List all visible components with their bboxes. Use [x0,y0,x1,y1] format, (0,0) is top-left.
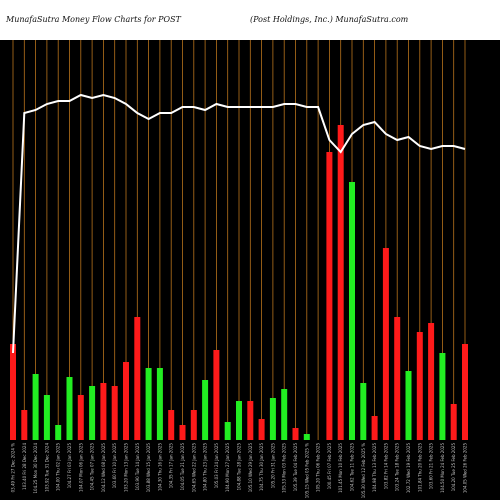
money-flow-bar [21,410,28,440]
price-line [12,93,466,354]
x-tick-label: 105.15 Wed 05 Feb 2025 % [304,443,309,498]
money-flow-bar [89,386,96,440]
x-tick-label: 105.33 Mon 03 Feb 2025 [282,443,287,493]
money-flow-bar [303,434,310,440]
x-tick-label: 103.20 Mon 13 Jan 2025 [124,443,129,492]
x-tick-label: 104.05 Wed 26 Feb 2025 [463,443,468,494]
x-tick-label: 101.84 Thu 20 Feb 2025 [417,443,422,492]
money-flow-bar [360,383,367,440]
money-flow-bar [10,344,16,440]
money-flow-bar [462,344,468,440]
x-tick-label: 103.82 Fri 14 Feb 2025 [383,443,388,490]
money-flow-bar [202,380,209,440]
money-flow-bar [43,395,50,440]
money-flow-bar [100,383,107,440]
money-flow-bar [405,371,412,440]
money-flow-bar [134,317,141,440]
x-tick-label: 104.12 Wed 08 Jan 2025 [101,443,106,493]
x-tick-label: 103.24 Tue 18 Feb 2025 [395,443,400,492]
money-flow-bar [281,389,288,440]
money-flow-bar [145,368,152,440]
money-flow-bar [382,248,389,440]
money-flow-bar [450,404,457,440]
x-tick-label: 103.88 Wed 15 Jan 2025 [146,443,151,493]
money-flow-bar [269,398,276,440]
money-flow-chart: 03.49 Fri 27 Dec 2024 % 103.40 Fri 28 Dec… [10,40,468,498]
x-tick-label: 105.39 Tue 04 Feb 2025 [293,443,298,492]
money-flow-bar [371,416,378,440]
x-tick-label: 03.49 Fri 27 Dec 2024 % [11,443,16,493]
money-flow-bar [168,410,175,440]
x-tick-label: 104.75 Thu 30 Jan 2025 [259,443,264,491]
x-tick-label: 104.20 Tue 25 Feb 2025 [451,443,456,492]
money-flow-bar [190,410,197,440]
x-tick-label: 104.05 Tue 21 Jan 2025 [180,443,185,491]
money-flow-bar [416,332,423,440]
x-tick-label: 105.30 Wed 12 Feb 2025 % [361,443,366,498]
x-tick-label: 105.20 Fri 31 Jan 2025 [270,443,275,489]
money-flow-bar [179,425,186,440]
money-flow-bar [156,368,163,440]
money-flow-bar [32,374,39,440]
x-tick-label: 105.10 Wed 29 Jan 2025 [248,443,253,493]
money-flow-bar [66,377,73,440]
x-tick-label: 104.88 Tue 28 Jan 2025 [237,443,242,491]
money-flow-bar [326,152,333,440]
x-tick-label: 104.65 Wed 22 Jan 2025 [191,443,196,493]
x-tick-label: 104.80 Thu 23 Jan 2025 [203,443,208,491]
x-tick-label: 103.92 Tue 31 Dec 2024 [44,443,49,492]
money-flow-bar [394,317,401,440]
x-tick-label: 105.03 Fri 24 Jan 2025 [214,443,219,489]
x-tick-label: 103.90 Tue 14 Jan 2025 [135,443,140,491]
x-tick-label: 104.27 Fri 03 Jan 2025 [67,443,72,489]
x-tick-label: 104.62 Tue 11 Feb 2025 [350,443,355,492]
x-tick-label: 103.40 Fri 28 Dec 2024 [22,443,27,490]
x-tick-label: 104.98 Thu 13 Feb 2025 [372,443,377,492]
chart-title: MunafaSutra Money Flow Charts for POST [6,15,181,24]
x-tick-label: 105.20 Thu 06 Feb 2025 [316,443,321,492]
x-tick-label: 104.25 Mon 30 Dec 2024 [33,443,38,494]
x-tick-label: 104.30 Thu 16 Jan 2025 [157,443,162,491]
money-flow-bar [123,362,129,440]
money-flow-bar [111,386,118,440]
money-flow-bar [337,125,344,440]
x-tick-label: 104.90 Mon 27 Jan 2025 [225,443,230,492]
chart-header: MunafaSutra Money Flow Charts for POST (… [0,0,500,40]
money-flow-bar [77,395,84,440]
money-flow-bar [247,401,254,440]
x-tick-label: 104.35 Fri 17 Jan 2025 [169,443,174,489]
x-tick-label: 101.45 Mon 10 Feb 2025 [338,443,343,493]
x-tick-label: 104.50 Mon 24 Feb 2025 [440,443,445,493]
x-tick-label: 102.72 Wed 19 Feb 2025 [406,443,411,494]
money-flow-bar [292,428,299,440]
x-tick-label: 104.07 Mon 06 Jan 2025 [78,443,83,492]
money-flow-bar [428,323,435,440]
x-tick-label: 103.60 Fri 10 Jan 2025 [112,443,117,489]
x-tick-label: 100.45 Fri 07 Feb 2025 [327,443,332,490]
plot-area: 03.49 Fri 27 Dec 2024 % 103.40 Fri 28 Dec… [0,40,500,500]
money-flow-bar [224,422,231,440]
money-flow-bar [439,353,446,440]
money-flow-bar [55,425,62,440]
x-tick-label: 104.45 Tue 07 Jan 2025 [90,443,95,491]
money-flow-bar [349,182,355,440]
x-tick-label: 103.60 Fri 21 Feb 2025 [429,443,434,490]
money-flow-bar [213,350,220,440]
x-tick-label: 104.00 Thu 02 Jan 2025 [56,443,61,491]
chart-subtitle: (Post Holdings, Inc.) MunafaSutra.com [250,15,409,24]
money-flow-bar [236,401,242,440]
money-flow-bar [258,419,265,440]
